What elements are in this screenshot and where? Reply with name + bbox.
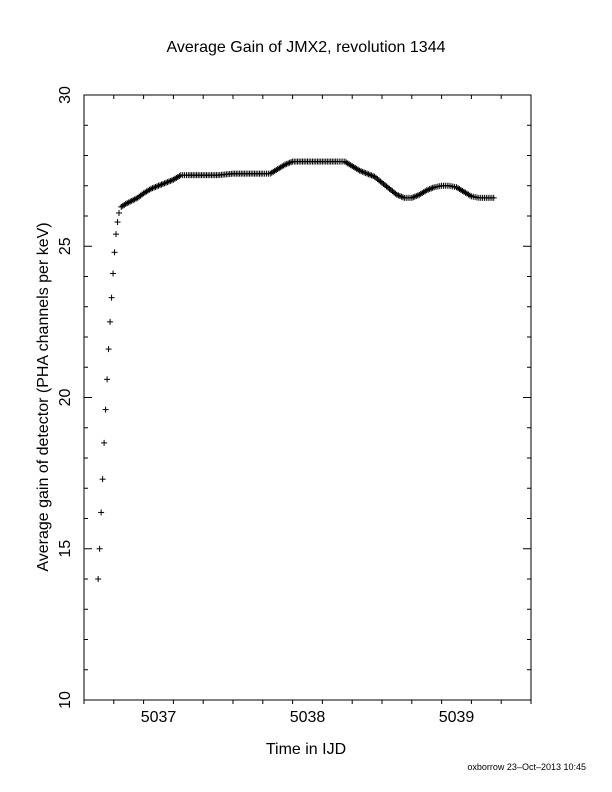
data-point bbox=[105, 346, 112, 353]
data-point bbox=[286, 159, 293, 166]
data-point bbox=[116, 209, 123, 216]
y-axis: 10 15 20 25 30 bbox=[57, 86, 531, 709]
data-point bbox=[393, 191, 400, 198]
data-point bbox=[95, 576, 102, 582]
data-point bbox=[162, 179, 169, 186]
data-point bbox=[365, 171, 372, 178]
data-point bbox=[114, 219, 121, 226]
data-point bbox=[101, 439, 108, 446]
data-point bbox=[102, 406, 109, 413]
x-tick-label: 5039 bbox=[439, 709, 475, 726]
data-point bbox=[358, 168, 365, 175]
data-point bbox=[423, 187, 430, 194]
data-point bbox=[466, 192, 473, 199]
x-axis-label: Time in IJD bbox=[266, 741, 346, 758]
data-point bbox=[398, 193, 405, 200]
data-point bbox=[359, 168, 366, 175]
data-point bbox=[152, 183, 159, 190]
data-point bbox=[156, 182, 163, 189]
data-point bbox=[164, 179, 171, 186]
data-point bbox=[413, 193, 420, 200]
data-point bbox=[282, 161, 289, 168]
data-point bbox=[149, 185, 156, 192]
x-axis: 5037 5038 5039 bbox=[83, 95, 532, 726]
data-point bbox=[399, 194, 406, 201]
data-point bbox=[107, 318, 114, 325]
x-tick-label: 5037 bbox=[141, 709, 177, 726]
data-point bbox=[490, 194, 497, 201]
data-point bbox=[411, 193, 418, 200]
data-point bbox=[154, 183, 161, 190]
data-point bbox=[428, 185, 435, 192]
data-point bbox=[161, 180, 168, 187]
footer-credit: oxborrow 23–Oct–2013 10:45 bbox=[467, 762, 586, 772]
data-point bbox=[364, 170, 371, 177]
data-point bbox=[288, 159, 295, 166]
y-tick-label: 15 bbox=[57, 540, 74, 558]
data-series bbox=[95, 158, 497, 582]
data-point bbox=[151, 184, 158, 191]
data-point bbox=[108, 294, 115, 301]
data-point bbox=[395, 192, 402, 199]
data-point bbox=[361, 169, 368, 176]
data-point bbox=[429, 184, 436, 191]
data-point bbox=[356, 167, 363, 174]
data-point bbox=[396, 193, 403, 200]
data-point bbox=[367, 171, 374, 178]
data-point bbox=[111, 249, 118, 256]
data-point bbox=[167, 177, 174, 184]
data-point bbox=[176, 173, 183, 180]
y-axis-label: Average gain of detector (PHA channels p… bbox=[35, 222, 52, 571]
data-point bbox=[148, 185, 155, 192]
y-tick-label: 20 bbox=[57, 389, 74, 407]
data-point bbox=[426, 186, 433, 193]
data-point bbox=[158, 181, 165, 188]
data-point bbox=[159, 180, 166, 187]
data-point bbox=[283, 160, 290, 167]
y-tick-label: 25 bbox=[57, 237, 74, 255]
y-tick-label: 10 bbox=[57, 691, 74, 709]
x-tick-label: 5038 bbox=[290, 709, 326, 726]
data-point bbox=[368, 172, 375, 179]
data-point bbox=[104, 376, 111, 383]
data-point bbox=[110, 270, 117, 277]
data-point bbox=[285, 160, 292, 167]
plot-frame bbox=[83, 94, 532, 701]
data-point bbox=[96, 545, 103, 552]
data-point bbox=[155, 182, 162, 189]
data-point bbox=[425, 186, 432, 193]
data-point bbox=[408, 194, 415, 201]
data-point bbox=[98, 509, 105, 516]
y-tick-label: 30 bbox=[57, 86, 74, 104]
data-point bbox=[99, 476, 106, 483]
data-point bbox=[165, 178, 172, 185]
data-point bbox=[362, 170, 369, 177]
chart-title: Average Gain of JMX2, revolution 1344 bbox=[167, 39, 446, 56]
data-point bbox=[113, 231, 120, 238]
data-point bbox=[410, 194, 417, 201]
